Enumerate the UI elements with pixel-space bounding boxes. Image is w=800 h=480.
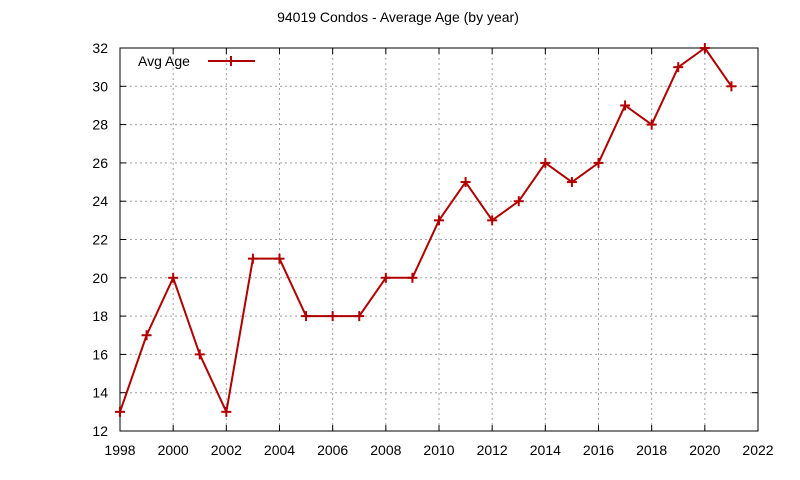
x-tick-label: 2012 (477, 442, 508, 458)
data-point (540, 157, 551, 168)
data-point (513, 196, 524, 207)
x-tick-label: 2006 (317, 442, 348, 458)
data-point (194, 349, 205, 360)
data-point (460, 177, 471, 188)
y-tick-label: 30 (92, 78, 108, 94)
y-tick-label: 14 (92, 385, 108, 401)
data-point (620, 100, 631, 111)
data-point (141, 330, 152, 341)
x-tick-label: 2018 (636, 442, 667, 458)
x-tick-label: 2022 (742, 442, 773, 458)
series-avg-age (115, 43, 737, 417)
legend: Avg Age (138, 53, 255, 69)
x-tick-label: 2020 (689, 442, 720, 458)
y-tick-label: 24 (92, 193, 108, 209)
x-tick-label: 2002 (211, 442, 242, 458)
series-line (119, 47, 733, 413)
y-tick-label: 22 (92, 232, 108, 248)
x-axis-tick-labels: 1998 2000 2002 2004 2006 2008 2010 2012 2014 2016… (104, 442, 773, 458)
data-point (380, 272, 391, 283)
legend-label: Avg Age (138, 53, 190, 69)
axis-ticks (119, 47, 759, 432)
data-point (434, 215, 444, 226)
data-point (115, 406, 125, 417)
data-point (247, 253, 258, 264)
data-point (726, 81, 737, 92)
y-tick-label: 26 (92, 155, 108, 171)
data-point (566, 177, 577, 188)
data-point (673, 62, 684, 73)
data-point (274, 253, 285, 264)
grid (120, 48, 758, 431)
x-tick-label: 2014 (530, 442, 561, 458)
chart-title: 94019 Condos - Average Age (by year) (277, 9, 519, 25)
legend-marker (226, 56, 236, 66)
x-tick-label: 2016 (583, 442, 614, 458)
data-point (407, 272, 418, 283)
x-tick-label: 1998 (104, 442, 135, 458)
x-tick-label: 2010 (423, 442, 454, 458)
data-point (646, 119, 657, 130)
data-point (221, 406, 232, 417)
data-point (301, 311, 312, 322)
y-axis-tick-labels: 12 14 16 18 20 22 24 26 28 30 32 (92, 40, 108, 439)
data-point (327, 311, 338, 322)
x-tick-label: 2004 (264, 442, 295, 458)
y-tick-label: 32 (92, 40, 108, 56)
y-tick-label: 18 (92, 308, 108, 324)
data-point (593, 157, 604, 168)
data-point (168, 272, 179, 283)
x-tick-label: 2000 (158, 442, 189, 458)
y-tick-label: 16 (92, 346, 108, 362)
y-tick-label: 20 (92, 270, 108, 286)
y-tick-label: 28 (92, 117, 108, 133)
data-point (354, 311, 365, 322)
y-tick-label: 12 (92, 423, 108, 439)
data-point (487, 215, 498, 226)
x-tick-label: 2008 (370, 442, 401, 458)
data-point (699, 43, 710, 53)
